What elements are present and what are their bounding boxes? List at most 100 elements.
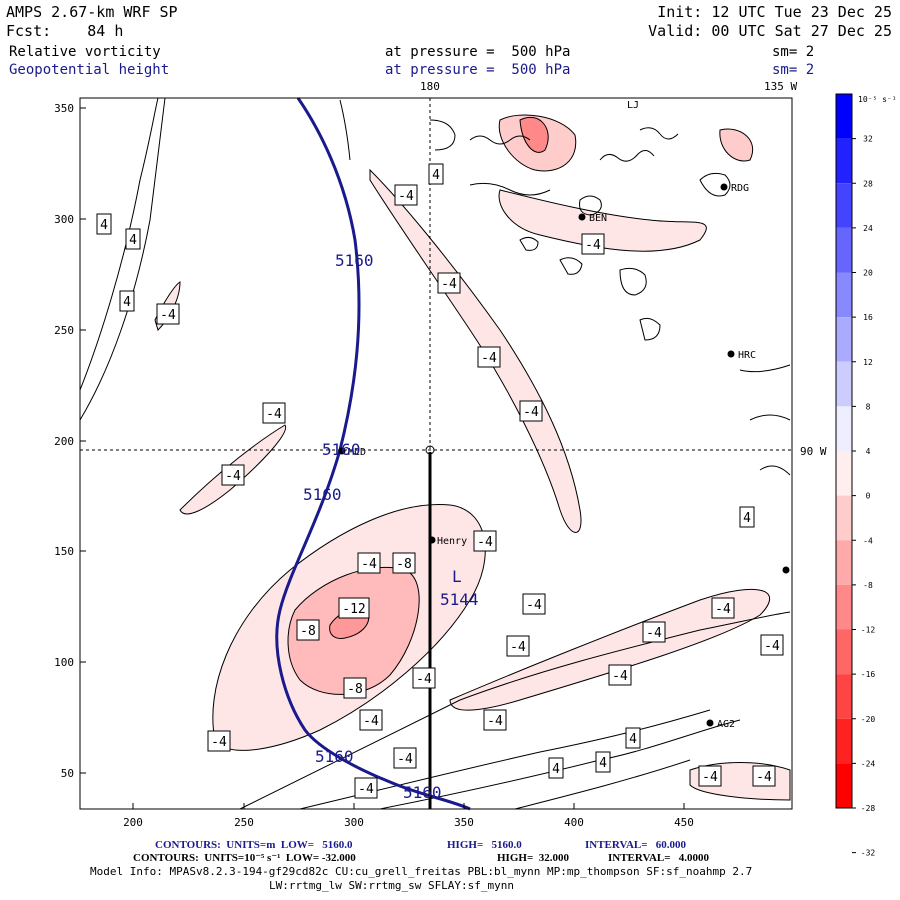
vorticity-labels: 4 -4 4 4 4 -4 -4 -4 -4 -4 -4 -4 4 -4 -4 -8 -4 -12 -4 -8 -4 -4…	[96, 163, 784, 799]
contours1-interval: INTERVAL= 60.000	[585, 839, 687, 851]
station-henry-dot	[428, 536, 436, 544]
station-mcd-label: MCD	[348, 447, 366, 458]
y-tick-label: 300	[54, 213, 74, 226]
colorbar-label: -28	[861, 804, 876, 813]
vorticity-label-box	[581, 233, 605, 255]
colorbar-label: -4	[863, 536, 873, 545]
height-label-3: 5160	[303, 485, 342, 504]
vorticity-label-box	[119, 290, 135, 312]
colorbar-label: 0	[866, 492, 871, 501]
vorticity-label-text: -4	[715, 602, 731, 617]
colorbar-swatch	[836, 272, 852, 318]
pole-marker	[425, 445, 435, 455]
model-info-2: LW:rrtmg_lw SW:rrtmg_sw SFLAY:sf_mynn	[269, 879, 515, 892]
vorticity-label-text: 4	[599, 756, 607, 771]
station-rdg-label: RDG	[731, 183, 749, 194]
y-tick-label: 200	[54, 435, 74, 448]
geopotential-5160-contour	[275, 97, 471, 811]
contours2-label: CONTOURS: UNITS=10⁻⁵ s⁻¹ LOW= -32.000	[133, 852, 356, 864]
colorbar: 32 28 24 20 16 12 8 4 0 -4 -8 -12 -16 -20 -24 -28 -32	[835, 93, 876, 858]
vorticity-label-box	[437, 272, 461, 294]
vorticity-label-box	[96, 213, 112, 235]
station-ag2-label: AG2	[717, 719, 735, 730]
colorbar-label: -24	[861, 759, 876, 768]
x-tick-label: 300	[344, 816, 364, 829]
station-edge-dot	[782, 566, 790, 574]
x-axis: 200 250 300 350 400 450	[123, 803, 694, 829]
station-mcd-dot	[338, 447, 346, 455]
colorbar-label: 12	[863, 358, 873, 367]
vorticity-label-box	[483, 709, 507, 731]
vorticity-label-box	[262, 402, 286, 424]
colorbar-swatch	[836, 183, 852, 228]
vorticity-label-box	[698, 765, 722, 787]
station-ben-dot	[578, 213, 586, 221]
meridian-180-label: 180	[420, 80, 440, 93]
height-label-1: 5160	[335, 251, 374, 270]
height-label-4: 5160	[315, 747, 354, 766]
colorbar-label: 16	[863, 313, 873, 322]
vorticity-label-text: -4	[510, 640, 526, 655]
contours1-label: CONTOURS: UNITS=m LOW= 5160.0	[155, 839, 353, 851]
y-tick-label: 100	[54, 656, 74, 669]
vorticity-label-box	[428, 163, 444, 185]
station-henry-label: Henry	[437, 536, 467, 547]
colorbar-label: 32	[863, 135, 873, 144]
colorbar-label: 28	[863, 179, 873, 188]
colorbar-label: -8	[863, 581, 873, 590]
vorticity-label-text: -4	[487, 714, 503, 729]
contours2-interval: INTERVAL= 4.0000	[608, 852, 710, 864]
vorticity-label-text: 4	[123, 295, 131, 310]
vorticity-label-text: -12	[342, 602, 365, 617]
vorticity-label-box	[506, 635, 530, 657]
height-label-2: 5160	[322, 440, 361, 459]
colorbar-swatch	[836, 94, 852, 139]
colorbar-label: 8	[866, 402, 871, 411]
vorticity-label-text: -4	[441, 277, 457, 292]
colorbar-swatch	[836, 361, 852, 407]
meridian-90w-label: 90 W	[800, 445, 827, 458]
vorticity-label-box	[354, 777, 378, 799]
y-tick-label: 150	[54, 545, 74, 558]
colorbar-swatch	[836, 540, 852, 585]
vorticity-label-text: -4	[266, 407, 282, 422]
contours1-high: HIGH= 5160.0	[447, 839, 522, 851]
height-label-5: 5160	[403, 783, 442, 802]
forecast-hour: Fcst: 84 h	[6, 22, 124, 40]
x-tick-label: 250	[234, 816, 254, 829]
station-hrc-label: HRC	[738, 350, 756, 361]
colorbar-label: -32	[861, 849, 876, 858]
vorticity-label-box	[207, 730, 231, 752]
vorticity-label-box	[625, 727, 641, 749]
vorticity-label-box	[221, 464, 245, 486]
vorticity-label-text: -4	[160, 308, 176, 323]
colorbar-label: -16	[861, 670, 876, 679]
x-tick-label: 200	[123, 816, 143, 829]
vorticity-label-text: 4	[100, 218, 108, 233]
vorticity-label-box	[752, 765, 776, 787]
vorticity-label-text: 4	[552, 762, 560, 777]
meridian-135w-label: 135 W	[764, 80, 797, 93]
y-tick-label: 350	[54, 102, 74, 115]
vorticity-label-text: -4	[646, 626, 662, 641]
y-tick-label: 50	[61, 767, 74, 780]
vorticity-label-text: -4	[764, 639, 780, 654]
x-tick-label: 350	[454, 816, 474, 829]
contours2-high: HIGH= 32.000	[497, 852, 569, 864]
vorticity-label-box	[760, 634, 784, 656]
vorticity-label-box	[156, 303, 180, 325]
y-tick-label: 250	[54, 324, 74, 337]
colorbar-label: -20	[861, 715, 876, 724]
field2-smooth: sm= 2	[772, 62, 815, 78]
station-rdg-dot	[720, 183, 728, 191]
vorticity-label-text: -8	[300, 624, 316, 639]
vorticity-label-box	[642, 621, 666, 643]
vorticity-label-text: -4	[702, 770, 718, 785]
vorticity-label-box	[522, 593, 546, 615]
vorticity-label-box	[394, 184, 418, 206]
vorticity-label-box	[393, 747, 417, 769]
colorbar-swatch	[836, 451, 852, 496]
init-time: Init: 12 UTC Tue 23 Dec 25	[657, 3, 892, 21]
station-hrc-dot	[727, 350, 735, 358]
